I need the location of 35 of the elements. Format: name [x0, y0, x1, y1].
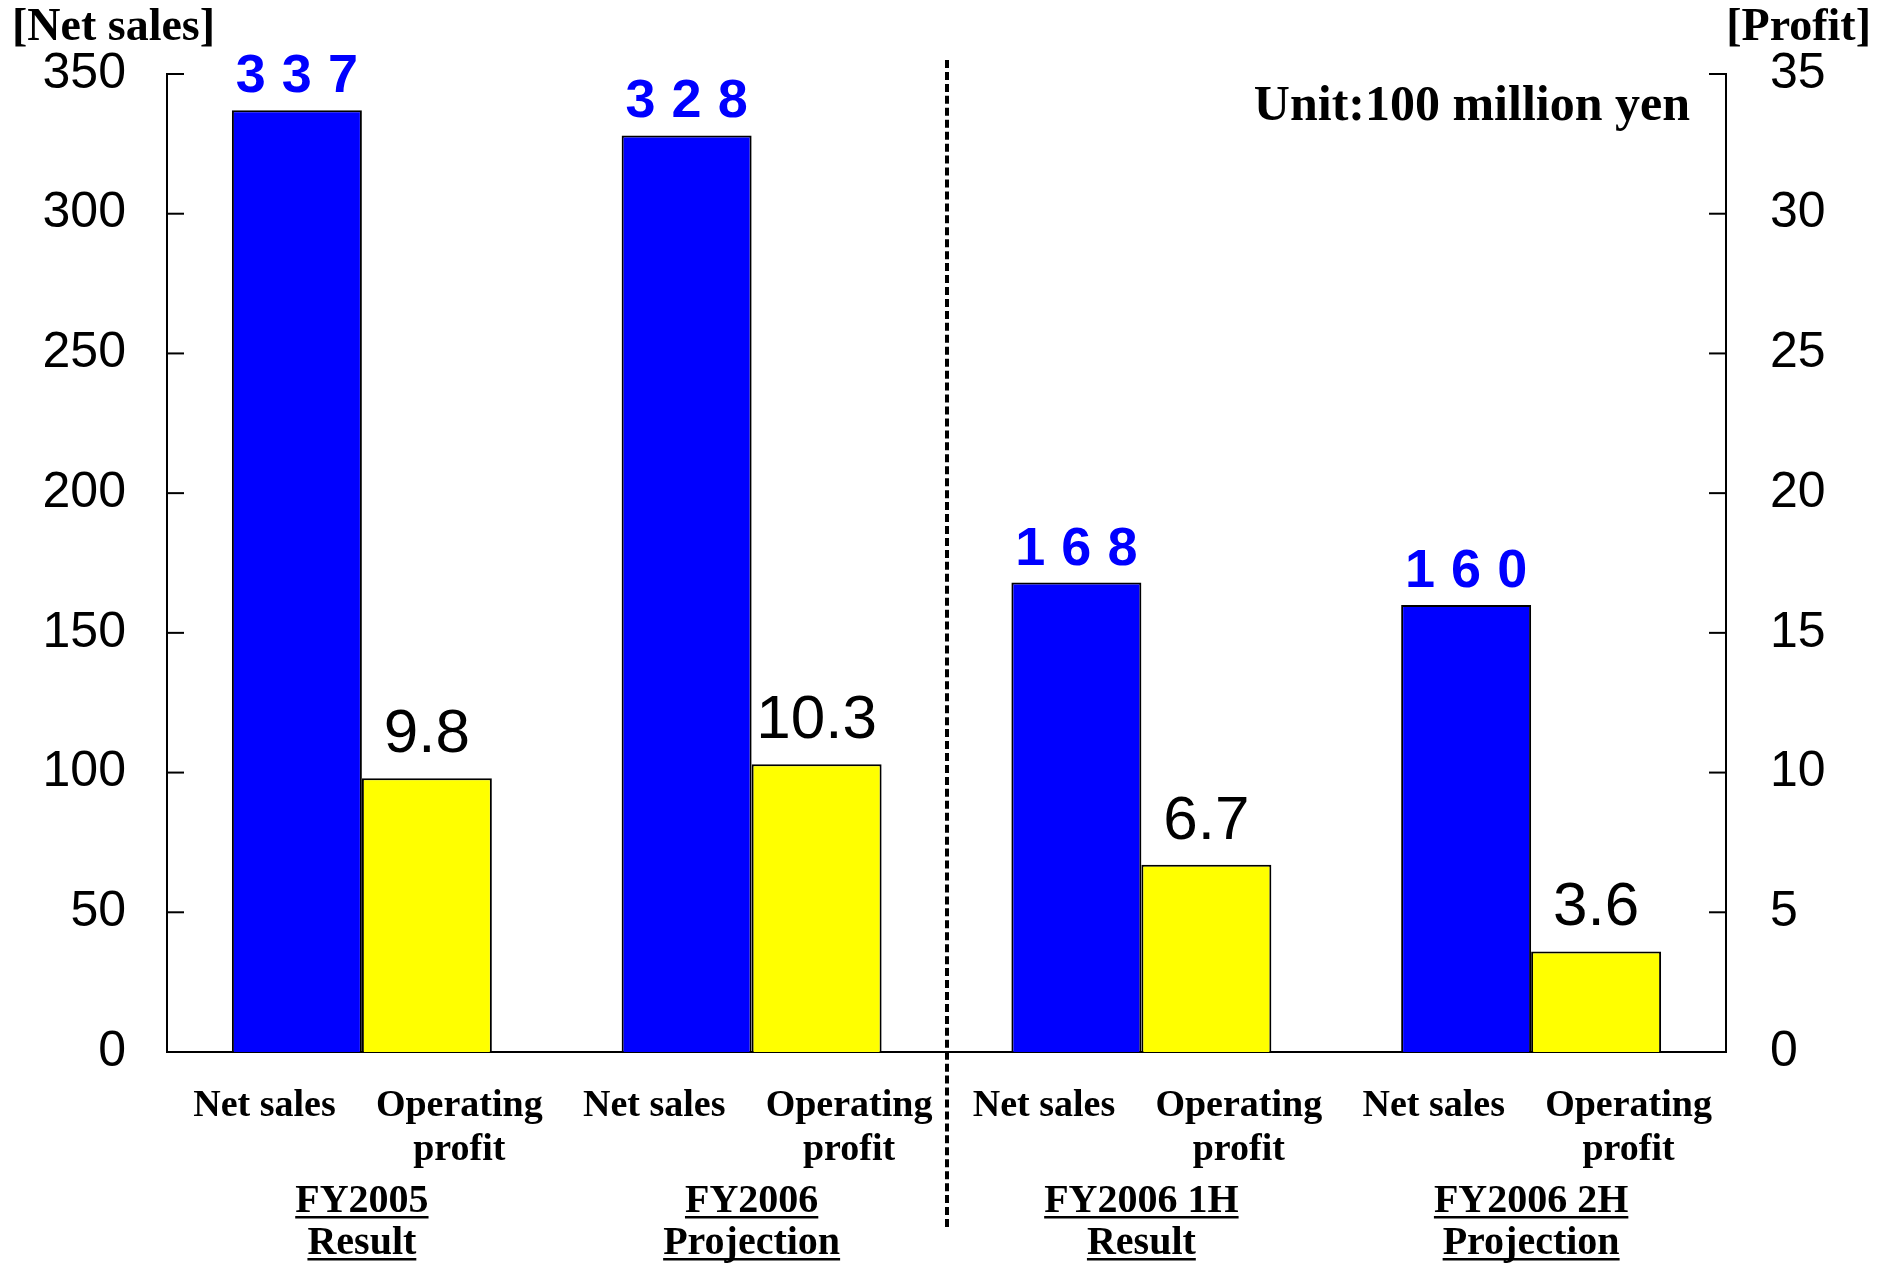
y-tick-label: 250 [42, 322, 126, 379]
y-tick-label: 300 [42, 182, 126, 239]
y2-tick-label: 20 [1770, 461, 1826, 518]
data-label: 6.7 [1163, 782, 1250, 852]
text: Operating profit [1155, 1082, 1323, 1168]
y2-tick-label: 10 [1770, 741, 1826, 798]
data-label: 9.8 [383, 696, 470, 766]
y2-tick-label: 15 [1770, 601, 1826, 658]
x-tick-label: FY2006 2H Projection [1433, 1176, 1629, 1263]
data-label: 10.3 [756, 682, 877, 752]
text: Operating profit [765, 1082, 933, 1168]
y-tick-label: 150 [42, 601, 126, 658]
data-label: 328 [625, 68, 764, 129]
data-label: 168 [1015, 515, 1154, 576]
text: Net sales [1362, 1082, 1505, 1124]
y-tick-label: 0 [98, 1020, 126, 1077]
data-label: 160 [1405, 537, 1544, 598]
series-label: Net sales [193, 1082, 336, 1124]
annotation: Unit:100 million yen [1253, 75, 1691, 131]
y-tick-label: 50 [70, 881, 126, 938]
y2-tick-label: 25 [1770, 322, 1826, 379]
y-tick-label: 100 [42, 741, 126, 798]
y-tick-label: 200 [42, 461, 126, 518]
x-tick-label: FY2005 Result [295, 1176, 429, 1263]
data-label: 3.6 [1553, 869, 1640, 939]
text: Net sales [582, 1082, 726, 1124]
text: Operating profit [1545, 1082, 1712, 1168]
y2-tick-label: 0 [1770, 1020, 1798, 1077]
series-label: Operating profit [375, 1082, 543, 1168]
x-tick-label: FY2006 1H Result [1044, 1176, 1239, 1263]
y2-tick-label: 5 [1770, 881, 1798, 938]
text: Net sales [972, 1082, 1116, 1124]
y2-tick-label: 30 [1770, 182, 1826, 239]
data-label: 337 [235, 43, 374, 104]
x-tick-label: FY2006 Projection [663, 1176, 841, 1263]
